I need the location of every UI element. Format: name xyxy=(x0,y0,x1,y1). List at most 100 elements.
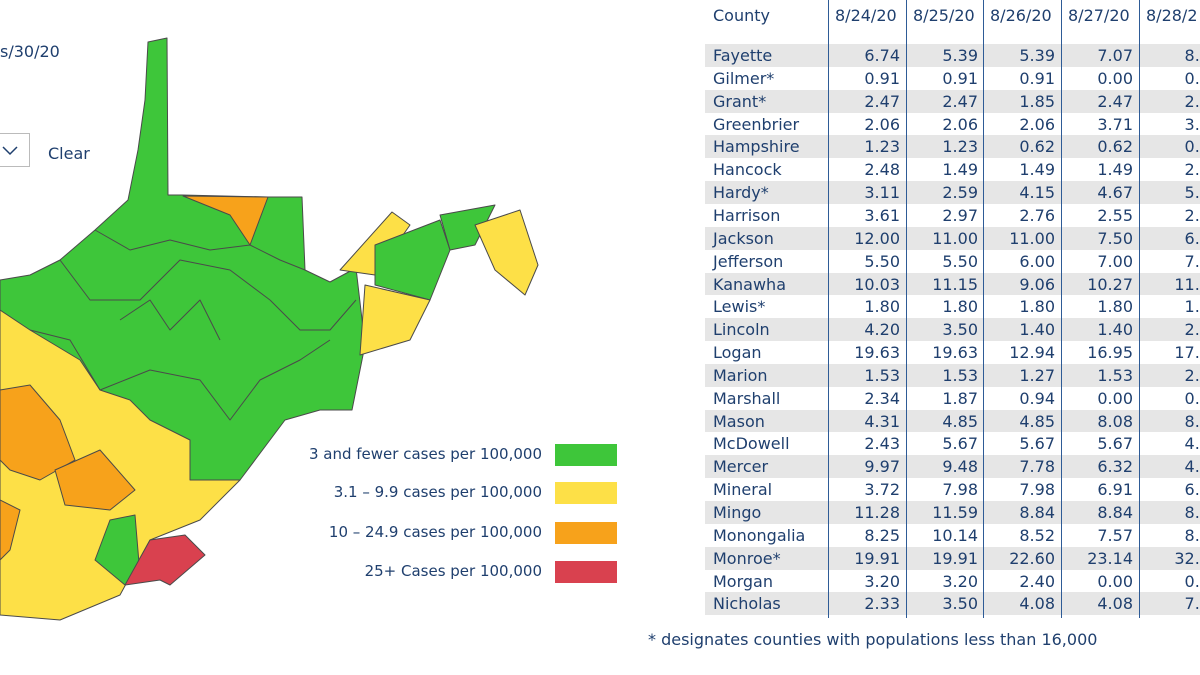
rate-cell: 11.28 xyxy=(854,503,900,522)
table-row: Jackson 12.00 11.00 11.00 7.50 6.5 xyxy=(705,226,1200,250)
rate-cell: 2.33 xyxy=(864,594,900,614)
dropdown[interactable] xyxy=(0,133,30,167)
table-row: Fayette 6.74 5.39 5.39 7.07 8.7 xyxy=(705,44,1200,67)
county-name: McDowell xyxy=(713,434,790,454)
rate-cell: 8.25 xyxy=(864,525,900,545)
chevron xyxy=(2,146,18,156)
rate-cell: 0.91 xyxy=(864,68,900,88)
rate-cell: 1.80 xyxy=(942,297,978,317)
rate-cell: 1.53 xyxy=(1097,365,1133,385)
rate-cell: 1.80 xyxy=(864,297,900,317)
rate-cell: 10.14 xyxy=(932,525,978,545)
rate-cell: 11.4 xyxy=(1174,274,1200,294)
county-name: Nicholas xyxy=(713,594,781,614)
rate-cell: 6.5 xyxy=(1184,228,1200,248)
county-name: Grant* xyxy=(713,91,767,111)
rate-cell: 2.4 xyxy=(1184,91,1200,111)
rate-cell: 19.63 xyxy=(854,343,900,363)
rate-cell: 5.50 xyxy=(942,251,978,271)
rate-cell: 16.95 xyxy=(1087,343,1133,363)
rate-cell: 2.4 xyxy=(1184,160,1200,180)
rate-cell: 3.50 xyxy=(942,594,978,614)
county-group-mid xyxy=(359,284,431,356)
county-name: Fayette xyxy=(713,46,773,65)
rate-cell: 12.00 xyxy=(854,228,900,248)
table-row: Grant* 2.47 2.47 1.85 2.47 2.4 xyxy=(705,89,1200,113)
rate-cell: 22.60 xyxy=(1009,548,1055,568)
rate-cell: 9.06 xyxy=(1019,274,1055,294)
table-row: Nicholas 2.33 3.50 4.08 4.08 7.0 xyxy=(705,592,1200,616)
rate-cell: 19.91 xyxy=(854,548,900,568)
table-row: McDowell 2.43 5.67 5.67 5.67 4.8 xyxy=(705,432,1200,456)
rate-cell: 8.7 xyxy=(1184,46,1200,65)
rate-cell: 1.8 xyxy=(1184,297,1200,317)
rate-cell: 4.31 xyxy=(864,411,900,431)
county-name: Lewis* xyxy=(713,297,766,317)
rate-cell: 4.1 xyxy=(1184,457,1200,477)
rate-cell: 2.48 xyxy=(864,160,900,180)
rate-cell: 8.52 xyxy=(1019,525,1055,545)
rate-cell: 3.20 xyxy=(942,571,978,591)
column-header: 8/26/20 xyxy=(990,6,1052,25)
rate-cell: 2.06 xyxy=(864,114,900,134)
rate-cell: 9.97 xyxy=(864,457,900,477)
rate-cell: 3.11 xyxy=(864,183,900,203)
rate-cell: 8.2 xyxy=(1184,503,1200,522)
rate-cell: 0.91 xyxy=(942,68,978,88)
rate-cell: 19.91 xyxy=(932,548,978,568)
county-name: Jefferson xyxy=(713,251,784,271)
rate-cell: 8.84 xyxy=(1019,503,1055,522)
county-group-mid xyxy=(474,209,539,296)
data-table: Fayette 6.74 5.39 5.39 7.07 8.7 Gilmer* 0.91 0.9… xyxy=(705,0,1200,620)
county-name: Gilmer* xyxy=(713,68,775,88)
county-name: Mercer xyxy=(713,457,769,477)
county-name: Monroe* xyxy=(713,548,781,568)
county-name: Jackson xyxy=(713,228,774,248)
rate-cell: 4.08 xyxy=(1019,594,1055,614)
footnote: * designates counties with populations l… xyxy=(648,630,1098,649)
rate-cell: 0.00 xyxy=(1097,68,1133,88)
rate-cell: 5.67 xyxy=(1097,434,1133,454)
county-name: Hampshire xyxy=(713,137,800,157)
county-name: Mason xyxy=(713,411,765,431)
rate-cell: 2.97 xyxy=(942,205,978,225)
rate-cell: 1.49 xyxy=(1019,160,1055,180)
rate-cell: 11.15 xyxy=(932,274,978,294)
rate-cell: 5.39 xyxy=(1019,46,1055,65)
rate-cell: 0.00 xyxy=(1097,388,1133,408)
rate-cell: 1.53 xyxy=(942,365,978,385)
rate-cell: 7.00 xyxy=(1097,251,1133,271)
rate-cell: 8.2 xyxy=(1184,525,1200,545)
rate-cell: 7.98 xyxy=(1019,480,1055,500)
rate-cell: 0.91 xyxy=(1019,68,1055,88)
column-header: 8/28/2 xyxy=(1146,6,1198,25)
county-name: Hancock xyxy=(713,160,782,180)
clear-button[interactable]: Clear xyxy=(48,144,90,163)
rate-cell: 23.14 xyxy=(1087,548,1133,568)
county-name: Logan xyxy=(713,343,762,363)
rate-cell: 6.91 xyxy=(1097,480,1133,500)
column-header: 8/27/20 xyxy=(1068,6,1130,25)
county-group-mid xyxy=(0,309,241,621)
rate-cell: 0.62 xyxy=(1019,137,1055,157)
table-row: Mingo 11.28 11.59 8.84 8.84 8.2 xyxy=(705,501,1200,524)
table-row: Lincoln 4.20 3.50 1.40 1.40 2.8 xyxy=(705,318,1200,342)
rate-cell: 2.40 xyxy=(1019,571,1055,591)
rate-cell: 11.59 xyxy=(932,503,978,522)
table-row: Harrison 3.61 2.97 2.76 2.55 2.3 xyxy=(705,203,1200,227)
rate-cell: 3.50 xyxy=(942,320,978,340)
rate-cell: 9.48 xyxy=(942,457,978,477)
rate-cell: 3.20 xyxy=(864,571,900,591)
table-row: Monongalia 8.25 10.14 8.52 7.57 8.2 xyxy=(705,523,1200,547)
legend-label: 25+ Cases per 100,000 xyxy=(364,562,542,580)
table-row: Logan 19.63 19.63 12.94 16.95 17.8 xyxy=(705,341,1200,365)
rate-cell: 19.63 xyxy=(932,343,978,363)
rate-cell: 1.23 xyxy=(942,137,978,157)
date-filter: s/30/20 xyxy=(0,42,60,61)
county-group-low xyxy=(374,219,451,301)
rate-cell: 4.20 xyxy=(864,320,900,340)
county-name: Marshall xyxy=(713,388,781,408)
rate-cell: 0.0 xyxy=(1184,68,1200,88)
rate-cell: 0.0 xyxy=(1184,571,1200,591)
county-name: Mineral xyxy=(713,480,773,500)
